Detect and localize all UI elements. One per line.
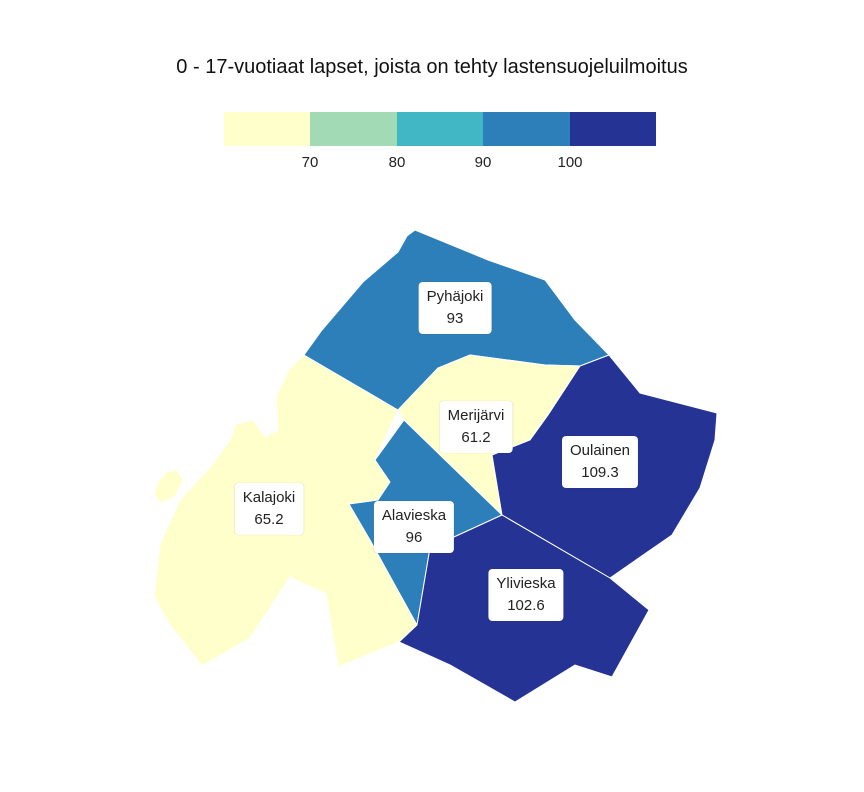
color-legend — [224, 112, 657, 146]
label-merijarvi-value: 61.2 — [461, 429, 491, 446]
label-alavieska-value: 96 — [405, 529, 423, 546]
legend-tick-100: 100 — [557, 154, 583, 171]
label-pyhajoki-value: 93 — [446, 310, 464, 327]
label-kalajoki-name: Kalajoki — [242, 489, 296, 506]
legend-swatch-1 — [224, 112, 311, 146]
region-kalajoki-island[interactable] — [153, 469, 184, 504]
label-pyhajoki: Pyhäjoki 93 — [418, 282, 492, 334]
label-alavieska-name: Alavieska — [381, 507, 447, 524]
map-title: 0 - 17-vuotiaat lapset, joista on tehty … — [176, 56, 688, 78]
legend-swatch-2 — [310, 112, 397, 146]
label-oulainen-value: 109.3 — [581, 464, 619, 481]
label-alavieska: Alavieska 96 — [373, 501, 455, 553]
legend-tick-90: 90 — [474, 154, 492, 171]
legend-swatch-5 — [569, 112, 657, 146]
legend-tick-80: 80 — [388, 154, 406, 171]
label-oulainen: Oulainen 109.3 — [561, 436, 639, 488]
label-pyhajoki-name: Pyhäjoki — [426, 288, 484, 305]
legend-swatch-3 — [396, 112, 484, 146]
label-oulainen-name: Oulainen — [569, 442, 631, 459]
label-ylivieska-name: Ylivieska — [496, 575, 556, 592]
label-merijarvi: Merijärvi 61.2 — [439, 401, 513, 453]
legend-swatch-4 — [483, 112, 570, 146]
label-merijarvi-name: Merijärvi — [447, 407, 505, 424]
label-kalajoki: Kalajoki 65.2 — [234, 483, 304, 535]
label-kalajoki-value: 65.2 — [254, 511, 284, 528]
label-ylivieska-value: 102.6 — [507, 597, 545, 614]
legend-tick-70: 70 — [301, 154, 319, 171]
label-ylivieska: Ylivieska 102.6 — [488, 569, 564, 621]
